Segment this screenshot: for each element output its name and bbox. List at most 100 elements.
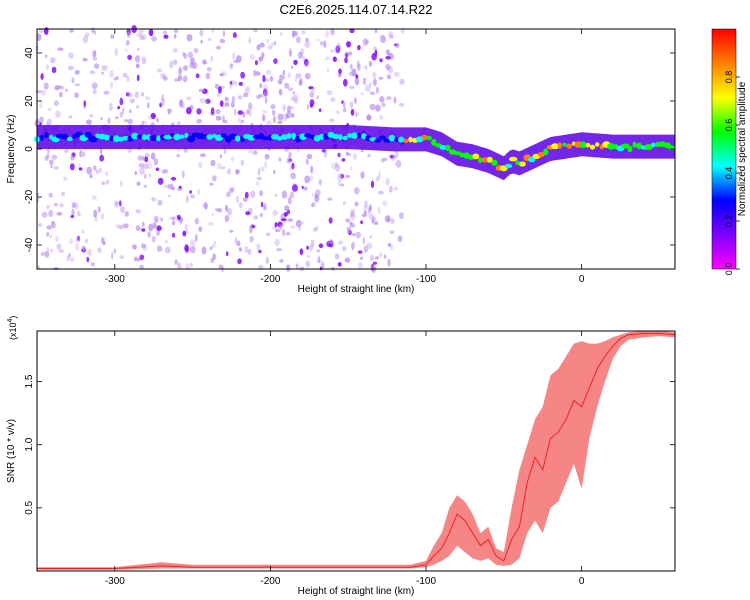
spectrogram-ridge-blob [388, 134, 396, 142]
spectrogram-noise-blob [342, 101, 346, 108]
spectrogram-noise-blob [379, 115, 383, 120]
spectrogram-noise-blob [378, 170, 381, 179]
spectrogram-noise-blob [330, 96, 336, 103]
spectrogram-noise-blob [305, 37, 309, 42]
spectrogram-noise-blob [330, 28, 335, 36]
spectrogram-x-tick-label: -100 [416, 274, 436, 285]
spectrogram-noise-blob [37, 223, 43, 227]
spectrogram-noise-blob [398, 102, 405, 107]
spectrogram-noise-blob [48, 192, 53, 198]
spectrogram-noise-blob [217, 92, 220, 98]
spectrogram-noise-blob [74, 83, 81, 87]
spectrogram-noise-blob [357, 44, 361, 51]
spectrogram-noise-blob [400, 27, 405, 34]
spectrogram-noise-blob [247, 248, 252, 255]
spectrogram-noise-blob [186, 107, 192, 115]
spectrogram-noise-blob [334, 163, 341, 172]
spectrogram-noise-blob [126, 75, 130, 82]
spectrogram-noise-blob [90, 262, 95, 267]
spectrogram-noise-blob [316, 249, 320, 253]
spectrogram-ridge-blob [220, 133, 227, 139]
spectrogram-noise-blob [172, 48, 178, 53]
spectrogram-noise-blob [387, 242, 392, 247]
spectrogram-noise-blob [264, 153, 270, 160]
spectrogram-noise-blob [105, 179, 110, 185]
spectrogram-noise-blob [101, 65, 108, 71]
spectrogram-noise-blob [290, 96, 296, 101]
spectrogram-noise-blob [135, 32, 141, 38]
snr-y-scale-exponent: 4 [7, 318, 14, 322]
spectrogram-noise-blob [285, 231, 291, 236]
snr-x-axis-label: Height of straight line (km) [298, 586, 415, 597]
spectrogram-noise-blob [91, 82, 98, 90]
spectrogram-ridge-blob [579, 141, 587, 149]
spectrogram-noise-blob [281, 190, 288, 199]
spectrogram-noise-blob [317, 256, 321, 263]
spectrogram-noise-blob [380, 35, 386, 44]
spectrogram-noise-blob [379, 252, 383, 258]
spectrogram-noise-blob [89, 174, 93, 179]
spectrogram-noise-blob [263, 91, 269, 97]
spectrogram-noise-blob [340, 183, 345, 187]
spectrogram-noise-blob [199, 98, 206, 104]
spectrogram-noise-blob [269, 75, 274, 82]
spectrogram-noise-blob [150, 112, 156, 120]
spectrogram-noise-blob [276, 248, 282, 252]
spectrogram-noise-blob [224, 204, 228, 212]
spectrogram-noise-blob [93, 30, 97, 35]
spectrogram-noise-blob [91, 50, 96, 58]
snr-y-scale-close: ) [8, 316, 18, 319]
spectrogram-ridge-blob [141, 134, 148, 141]
spectrogram-noise-blob [153, 215, 159, 223]
spectrogram-noise-blob [360, 92, 365, 96]
spectrogram-noise-blob [110, 252, 114, 260]
spectrogram-noise-blob [187, 51, 194, 59]
spectrogram-ridge-blob [431, 139, 437, 146]
snr-frame [36, 330, 676, 572]
spectrogram-noise-blob [127, 54, 132, 61]
spectrogram-ridge-blob [136, 134, 143, 139]
spectrogram-noise-blob [352, 152, 358, 161]
spectrogram-noise-blob [137, 258, 141, 262]
spectrogram-noise-blob [162, 30, 168, 35]
spectrogram-ridge-blob [379, 135, 386, 140]
spectrogram-noise-blob [110, 34, 115, 40]
spectrogram-noise-blob [259, 212, 263, 218]
spectrogram-noise-blob [156, 245, 163, 252]
spectrogram-noise-blob [363, 210, 367, 215]
spectrogram-noise-blob [229, 64, 233, 70]
spectrogram-noise-blob [385, 177, 390, 186]
spectrogram-noise-blob [182, 51, 186, 56]
spectrogram-noise-blob [49, 248, 54, 253]
spectrogram-noise-blob [372, 46, 377, 51]
spectrogram-noise-blob [254, 60, 258, 66]
spectrogram-noise-blob [337, 240, 344, 245]
spectrogram-noise-blob [256, 94, 261, 100]
spectrogram-noise-blob [377, 206, 381, 215]
snr-y-tick-label: 1.0 [24, 437, 35, 451]
spectrogram-noise-blob [195, 234, 198, 242]
spectrogram-noise-blob [291, 30, 295, 39]
spectrogram-noise-blob [235, 195, 239, 204]
spectrogram-noise-blob [55, 235, 60, 243]
spectrogram-noise-blob [113, 248, 117, 254]
spectrogram-noise-blob [121, 107, 125, 115]
spectrogram-noise-blob [141, 228, 146, 232]
spectrogram-noise-blob [138, 163, 145, 168]
spectrogram-noise-blob [114, 200, 119, 208]
spectrogram-noise-blob [113, 77, 117, 81]
spectrogram-ridge-blob [338, 134, 343, 141]
spectrogram-noise-blob [141, 34, 147, 40]
spectrogram-noise-blob [363, 245, 368, 253]
spectrogram-noise-blob [210, 55, 214, 62]
spectrogram-noise-blob [93, 165, 97, 171]
spectrogram-noise-blob [201, 246, 207, 255]
spectrogram-noise-blob [368, 60, 373, 68]
spectrogram-noise-blob [167, 194, 172, 198]
spectrogram-noise-blob [46, 118, 52, 127]
spectrogram-noise-blob [148, 115, 153, 120]
spectrogram-noise-blob [277, 113, 284, 121]
spectrogram-noise-blob [290, 225, 296, 229]
spectrogram-noise-blob [161, 93, 164, 101]
